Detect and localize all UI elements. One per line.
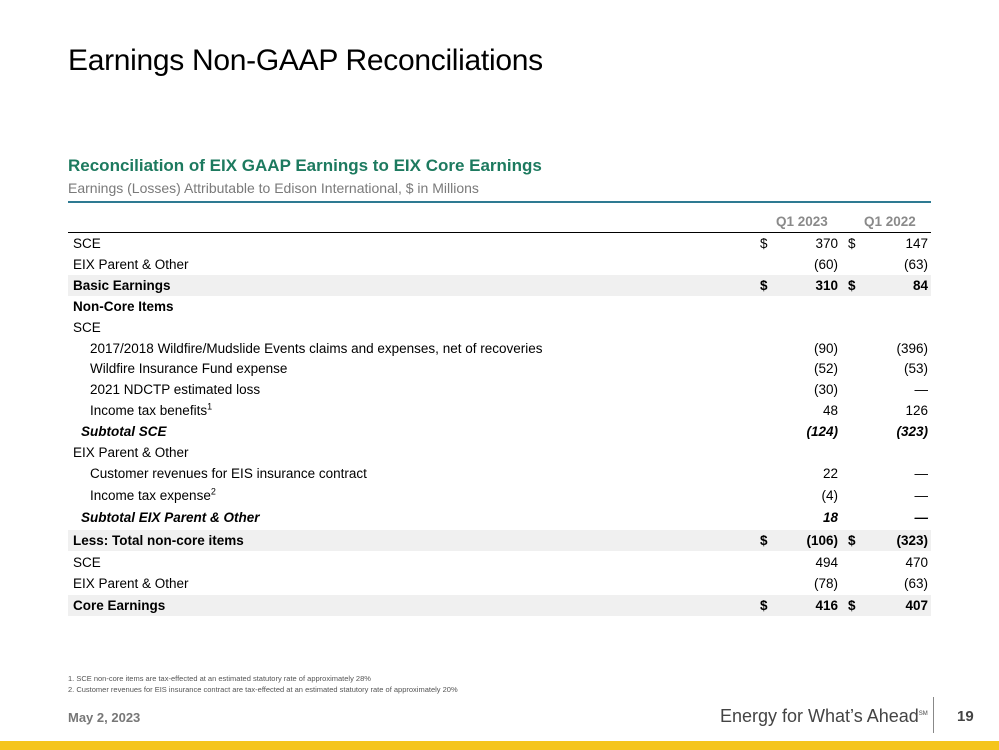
currency-sign: $	[848, 598, 856, 613]
row-label: EIX Parent & Other	[73, 445, 189, 460]
row-label: Subtotal EIX Parent & Other	[81, 510, 260, 525]
value-q1-2023: (78)	[813, 576, 838, 591]
footnote-2: 2. Customer revenues for EIS insurance c…	[68, 685, 458, 694]
table-row-total: Less: Total non-core items $ (106) $ (32…	[68, 530, 931, 551]
row-label: Income tax expense2	[90, 486, 216, 503]
value-q1-2023: (4)	[821, 488, 839, 503]
table-row-total: Core Earnings $ 416 $ 407	[68, 595, 931, 616]
table-row-heading: EIX Parent & Other	[68, 442, 931, 463]
row-label: Core Earnings	[73, 598, 166, 613]
accent-bar	[0, 741, 999, 750]
table-row: SCE 494 470	[68, 552, 931, 573]
footnote-ref: 1	[207, 401, 213, 412]
table-row-heading: Non-Core Items	[68, 296, 931, 317]
table-row: 2017/2018 Wildfire/Mudslide Events claim…	[68, 338, 931, 359]
value-q1-2022: (396)	[896, 341, 928, 356]
table-row: Wildfire Insurance Fund expense (52) (53…	[68, 358, 931, 379]
value-q1-2022: —	[914, 382, 929, 397]
row-label: 2021 NDCTP estimated loss	[90, 382, 261, 397]
value-q1-2023: (106)	[806, 533, 838, 548]
value-q1-2022: 470	[905, 555, 928, 570]
value-q1-2023: (90)	[813, 341, 838, 356]
table-row-subtotal: Subtotal EIX Parent & Other 18 —	[68, 507, 931, 528]
footer-divider	[933, 697, 934, 733]
table-row: 2021 NDCTP estimated loss (30) —	[68, 379, 931, 400]
table-row-heading: SCE	[68, 317, 931, 338]
value-q1-2023: (52)	[813, 361, 838, 376]
table-row: Income tax expense2 (4) —	[68, 485, 931, 506]
value-q1-2023: (124)	[806, 424, 838, 439]
row-label: Basic Earnings	[73, 278, 171, 293]
service-mark: SM	[918, 711, 928, 717]
value-q1-2022: (323)	[896, 533, 928, 548]
row-label: SCE	[73, 236, 101, 251]
currency-sign: $	[848, 278, 856, 293]
value-q1-2023: 22	[822, 466, 838, 481]
currency-sign: $	[848, 236, 856, 251]
row-label: EIX Parent & Other	[73, 257, 189, 272]
footnote-1: 1. SCE non-core items are tax-effected a…	[68, 674, 371, 683]
currency-sign: $	[848, 533, 856, 548]
table-row: EIX Parent & Other (78) (63)	[68, 573, 931, 594]
table-row: Customer revenues for EIS insurance cont…	[68, 463, 931, 484]
table-row: EIX Parent & Other (60) (63)	[68, 254, 931, 275]
table-row-total: Basic Earnings $ 310 $ 84	[68, 275, 931, 296]
row-label: EIX Parent & Other	[73, 576, 189, 591]
value-q1-2023: 310	[815, 278, 838, 293]
row-label: 2017/2018 Wildfire/Mudslide Events claim…	[90, 341, 543, 356]
value-q1-2022: —	[914, 466, 929, 481]
value-q1-2022: —	[914, 488, 929, 503]
value-q1-2022: (63)	[903, 257, 928, 272]
value-q1-2023: (30)	[813, 382, 838, 397]
value-q1-2022: 147	[905, 236, 928, 251]
row-label: Income tax benefits1	[90, 401, 213, 418]
row-label: Non-Core Items	[73, 299, 174, 314]
section-rule	[68, 201, 931, 203]
currency-sign: $	[760, 278, 768, 293]
table-row: SCE $ 370 $ 147	[68, 233, 931, 254]
footer-tagline: Energy for What’s AheadSM	[720, 706, 928, 726]
currency-sign: $	[760, 236, 768, 251]
value-q1-2023: 18	[822, 510, 838, 525]
footer-date: May 2, 2023	[68, 710, 141, 725]
currency-sign: $	[760, 533, 768, 548]
row-label: Less: Total non-core items	[73, 533, 244, 548]
value-q1-2023: 494	[815, 555, 838, 570]
value-q1-2022: —	[914, 510, 929, 525]
slide-title: Earnings Non-GAAP Reconciliations	[68, 44, 543, 77]
currency-sign: $	[760, 598, 768, 613]
value-q1-2022: 84	[912, 278, 928, 293]
value-q1-2022: (323)	[896, 424, 928, 439]
column-header-q1-2022: Q1 2022	[864, 214, 916, 229]
section-subtitle: Earnings (Losses) Attributable to Edison…	[68, 180, 479, 196]
page-number: 19	[957, 708, 974, 725]
value-q1-2022: (53)	[903, 361, 928, 376]
value-q1-2023: 416	[815, 598, 838, 613]
table-row-subtotal: Subtotal SCE (124) (323)	[68, 421, 931, 442]
column-header-q1-2023: Q1 2023	[776, 214, 828, 229]
row-label: Customer revenues for EIS insurance cont…	[90, 466, 367, 481]
value-q1-2023: 48	[822, 403, 838, 418]
row-label: Subtotal SCE	[81, 424, 167, 439]
value-q1-2023: (60)	[813, 257, 838, 272]
value-q1-2022: 126	[905, 403, 928, 418]
value-q1-2023: 370	[815, 236, 838, 251]
value-q1-2022: (63)	[903, 576, 928, 591]
section-title: Reconciliation of EIX GAAP Earnings to E…	[68, 156, 542, 175]
table-row: Income tax benefits1 48 126	[68, 400, 931, 421]
row-label: SCE	[73, 555, 101, 570]
value-q1-2022: 407	[905, 598, 928, 613]
row-label: Wildfire Insurance Fund expense	[90, 361, 288, 376]
row-label: SCE	[73, 320, 101, 335]
footnote-ref: 2	[210, 486, 216, 497]
header-rule	[68, 232, 931, 233]
